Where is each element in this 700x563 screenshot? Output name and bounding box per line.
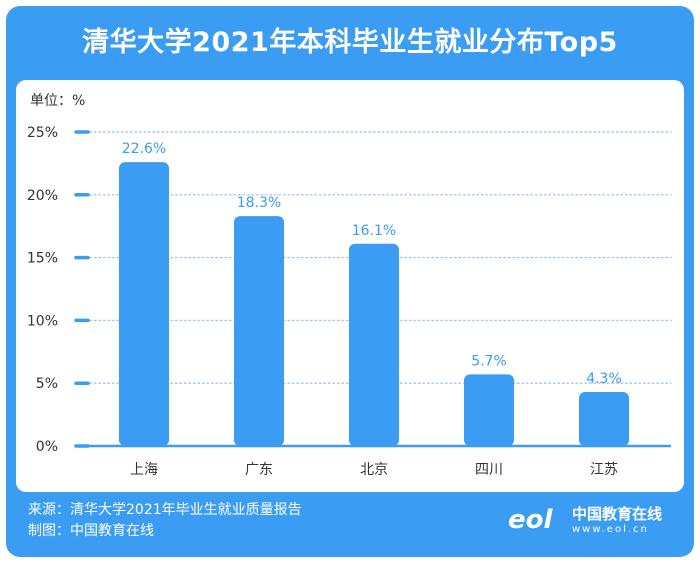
brand-name: 中国教育在线 (572, 505, 663, 523)
category-label: 广东 (245, 462, 273, 478)
bar (349, 243, 399, 446)
bar-value-label: 18.3% (237, 195, 281, 211)
bar (579, 391, 629, 446)
category-label: 四川 (475, 462, 503, 478)
plot-panel: 单位：% 0% 5% 10% 15% 20% 25% 22.6% 上海 18.3% 广东 16.1%… (16, 80, 684, 492)
logo-text: eol (508, 505, 553, 535)
source-text: 来源：清华大学2021年毕业生就业质量报告 (28, 502, 302, 518)
category-label: 北京 (360, 462, 388, 478)
eol-logo-icon: eol (508, 505, 553, 535)
credit-text: 制图：中国教育在线 (28, 523, 154, 539)
footer: 来源：清华大学2021年毕业生就业质量报告 制图：中国教育在线 (28, 500, 302, 542)
ytick-label: 5% (36, 376, 58, 392)
bar (119, 162, 169, 447)
brand-url: www.eol.cn (572, 524, 649, 535)
category-label: 江苏 (590, 462, 618, 478)
category-label: 上海 (130, 462, 158, 478)
ytick-label: 20% (27, 188, 58, 204)
bar-value-label: 16.1% (352, 223, 396, 239)
bar-value-label: 22.6% (122, 141, 166, 157)
bar-chart: 0% 5% 10% 15% 20% 25% 22.6% 上海 18.3% 广东 16.1% 北京 5.7… (27, 125, 672, 478)
ytick-label: 15% (27, 251, 58, 267)
unit-label: 单位：% (30, 93, 86, 109)
ytick-label: 0% (36, 439, 58, 455)
bar-value-label: 5.7% (471, 353, 507, 369)
brand-block: eol 中国教育在线 www.eol.cn (506, 500, 686, 544)
chart-title: 清华大学2021年本科毕业生就业分布Top5 (82, 27, 618, 58)
ytick-label: 25% (27, 125, 58, 141)
ytick-label: 10% (27, 313, 58, 329)
bar (234, 216, 284, 446)
bar (464, 374, 514, 446)
bar-value-label: 4.3% (586, 371, 622, 387)
chart-frame: 清华大学2021年本科毕业生就业分布Top5 单位：% 0% 5% 10% 15% 20… (6, 6, 694, 557)
